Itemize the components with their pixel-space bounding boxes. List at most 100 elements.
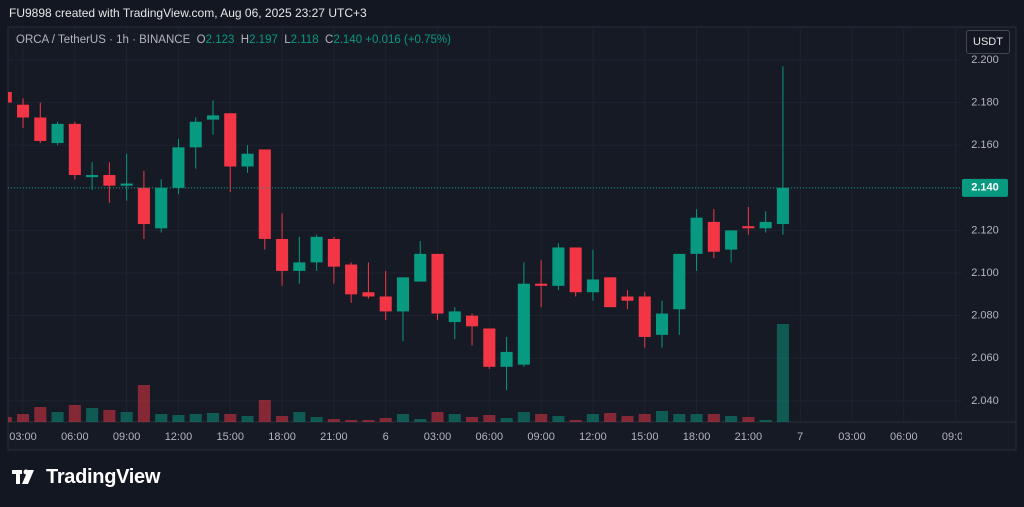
- volume-bar: [362, 420, 375, 422]
- x-tick-label: 09:00: [527, 431, 555, 443]
- volume-bar: [742, 417, 755, 422]
- volume-bar: [535, 414, 548, 422]
- candle-body: [535, 283, 548, 286]
- price-axis: 2.040 2.060 2.080 2.100 2.120 2.140 2.160 2.180…: [962, 54, 1008, 407]
- candle-body: [707, 221, 720, 252]
- candle-body: [103, 175, 116, 186]
- volume-bar: [276, 416, 289, 422]
- candle-body: [224, 113, 237, 167]
- candle-body: [189, 121, 202, 148]
- y-tick-label: 2.040: [971, 395, 999, 407]
- candle-body: [310, 236, 323, 263]
- x-tick-label: 15:00: [631, 431, 659, 443]
- candle-body: [396, 277, 410, 312]
- open-value: 2.123: [205, 34, 235, 46]
- candle-body: [500, 351, 513, 367]
- volume-bar: [776, 324, 789, 422]
- candle-body: [379, 296, 392, 312]
- volume-bar: [466, 417, 479, 422]
- candle-body: [638, 296, 651, 337]
- candle-body: [327, 238, 340, 267]
- volume-bar: [293, 412, 306, 422]
- volume-bar: [500, 418, 513, 422]
- candle-body: [466, 315, 479, 327]
- candle-body: [725, 230, 738, 250]
- x-tick-label: 12:00: [165, 431, 193, 443]
- x-tick-label: 03:00: [9, 431, 37, 443]
- volume-bar: [224, 414, 237, 422]
- time-axis: 03:00 06:00 09:00 12:00 15:00 18:00 21:00 6 03:0…: [9, 431, 970, 443]
- last-price-label: 2.140: [971, 182, 999, 194]
- candle-body: [68, 123, 81, 176]
- volume-bar: [483, 415, 496, 422]
- y-tick-label: 2.200: [971, 54, 999, 66]
- x-tick-label: 12:00: [579, 431, 607, 443]
- candle-body: [604, 277, 617, 308]
- volume-bar: [690, 414, 703, 422]
- candle-body: [362, 292, 375, 297]
- header-text: FU9898 created with TradingView.com, Aug…: [9, 6, 367, 20]
- volume-bar: [414, 419, 427, 422]
- volume-bar: [586, 414, 599, 422]
- x-tick-label: 03:00: [838, 431, 866, 443]
- y-tick-label: 2.180: [971, 96, 999, 108]
- volume-bar: [345, 420, 358, 422]
- volume-bar: [189, 414, 202, 422]
- high-value: 2.197: [249, 34, 278, 46]
- volume-bar: [552, 416, 565, 422]
- low-value: 2.118: [290, 34, 319, 46]
- volume-bar: [86, 408, 99, 422]
- volume-bar: [68, 405, 81, 422]
- candle-body: [8, 91, 12, 103]
- candle-body: [276, 238, 289, 271]
- symbol-legend: ORCA / TetherUS · 1h · BINANCE O2.123 H2…: [16, 34, 451, 46]
- x-tick-label: 7: [797, 431, 803, 443]
- candle-body: [120, 183, 133, 186]
- high-label: H: [240, 34, 250, 46]
- volume-bar: [8, 417, 12, 422]
- x-tick-label: 6: [383, 431, 389, 443]
- volume-bar: [258, 400, 271, 422]
- volume-bar: [517, 412, 530, 422]
- volume-bar: [51, 412, 64, 422]
- y-tick-label: 2.060: [971, 352, 999, 364]
- volume-bar: [241, 416, 254, 422]
- candle-body: [655, 313, 669, 335]
- candle-body: [621, 296, 634, 301]
- volume-bar: [137, 385, 150, 422]
- candle-body: [759, 221, 772, 229]
- volume-bar: [759, 420, 772, 422]
- x-tick-label: 18:00: [683, 431, 711, 443]
- last-price-box: [962, 178, 1008, 197]
- x-tick-label: 09:00: [942, 431, 970, 443]
- candle-body: [241, 153, 254, 167]
- logo-icon: [12, 469, 34, 484]
- volume-bar: [34, 407, 47, 422]
- x-tick-label: 06:00: [61, 431, 89, 443]
- close-value: 2.140: [333, 34, 363, 46]
- candle-body: [483, 328, 496, 367]
- volume-bar: [569, 420, 582, 422]
- volume-bar: [448, 414, 461, 422]
- candle-body: [673, 253, 686, 310]
- volume-bar: [638, 414, 651, 422]
- candle-body: [448, 311, 461, 323]
- candle-body: [137, 187, 150, 225]
- currency-button[interactable]: USDT: [966, 30, 1010, 54]
- volume-layer: [8, 324, 789, 422]
- y-tick-label: 2.080: [971, 310, 999, 322]
- candle-body: [258, 149, 271, 239]
- x-tick-label: 21:00: [735, 431, 763, 443]
- y-tick-label: 2.100: [971, 267, 999, 279]
- candle-body: [86, 175, 99, 178]
- close-label: C: [325, 34, 334, 46]
- candle-body: [206, 115, 220, 120]
- candle-body: [776, 187, 789, 225]
- candle-body: [742, 226, 755, 229]
- candle-body: [552, 247, 565, 286]
- candle-body: [16, 104, 30, 118]
- chart-panel: [7, 26, 1017, 451]
- volume-bar: [725, 416, 738, 422]
